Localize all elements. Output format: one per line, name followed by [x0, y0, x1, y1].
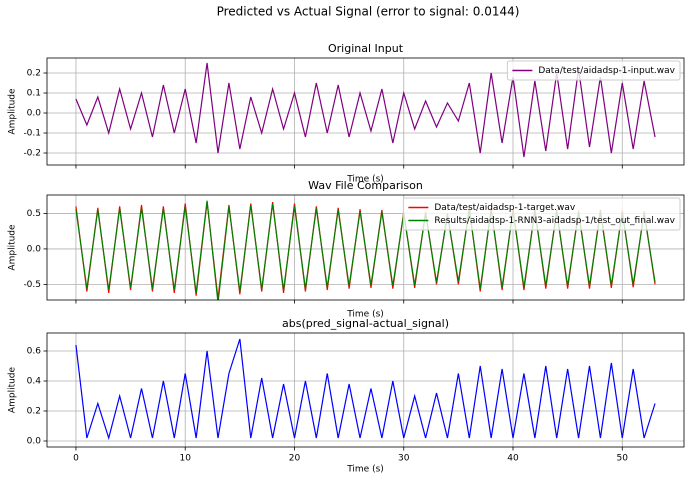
x-tick-label: 10 [179, 454, 191, 464]
y-tick-label: -0.1 [23, 129, 41, 139]
y-tick-label: 0.5 [27, 209, 41, 219]
legend-box [402, 197, 681, 231]
legend-box [506, 60, 681, 81]
y-tick-label: 0.2 [27, 407, 41, 417]
axes-title: Original Input [328, 42, 404, 55]
x-axis-label: Time (s) [346, 465, 384, 475]
legend-label: Data/test/aidadsp-1-input.wav [538, 66, 675, 76]
x-tick-label: 0 [73, 454, 79, 464]
y-tick-label: 0.0 [27, 437, 42, 447]
y-tick-label: 0.6 [27, 347, 42, 357]
legend-label: Data/test/aidadsp-1-target.wav [434, 203, 576, 213]
series-line [75, 338, 656, 441]
axes-title: abs(pred_signal-actual_signal) [282, 317, 449, 330]
x-tick-label: 40 [507, 454, 519, 464]
y-tick-label: -0.2 [23, 149, 41, 159]
legend: Data/test/aidadsp-1-input.wav [506, 60, 681, 81]
x-tick-label: 20 [289, 454, 301, 464]
axes-frame [46, 332, 685, 448]
y-tick-label: 0.0 [27, 109, 42, 119]
legend-label: Results/aidadsp-1-RNN3-aidadsp-1/test_ou… [434, 216, 675, 226]
series-line [75, 62, 656, 158]
y-axis-label: Amplitude [8, 366, 18, 413]
y-tick-label: 0.1 [27, 89, 41, 99]
y-tick-label: 0.0 [27, 244, 42, 254]
x-axis-label: Time (s) [346, 310, 384, 320]
y-axis-label: Amplitude [8, 224, 18, 271]
legend: Data/test/aidadsp-1-target.wav Results/ai… [402, 197, 681, 231]
y-axis-label: Amplitude [8, 88, 18, 135]
x-axis-label: Time (s) [346, 175, 384, 185]
y-tick-label: 0.4 [27, 377, 42, 387]
x-tick-label: 30 [398, 454, 410, 464]
axes-frame [46, 57, 685, 166]
figure-title: Predicted vs Actual Signal (error to sig… [217, 5, 520, 19]
y-tick-label: -0.5 [23, 280, 41, 290]
y-tick-label: 0.2 [27, 69, 41, 79]
axes-frame [46, 194, 685, 301]
x-tick-label: 50 [617, 454, 629, 464]
axes-title: Wav File Comparison [308, 179, 423, 192]
